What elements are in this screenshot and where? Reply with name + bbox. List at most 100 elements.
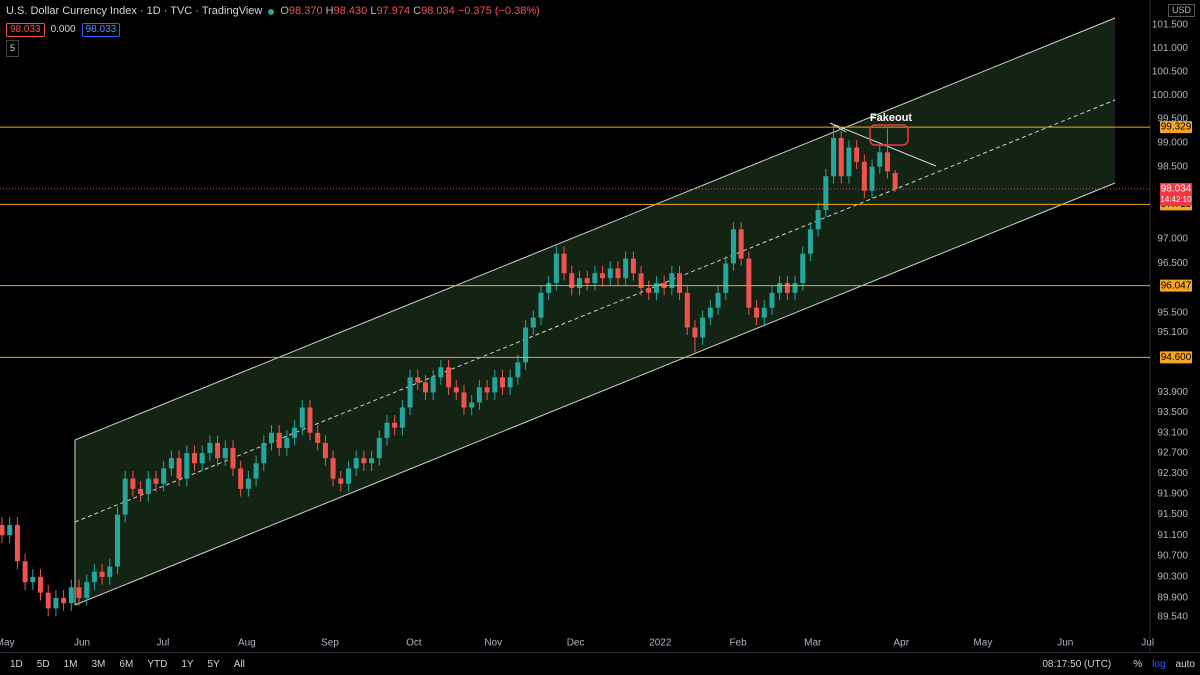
candle-body	[561, 253, 567, 274]
candle-body	[669, 273, 675, 288]
candle-body	[546, 283, 552, 293]
ohlc-value: 97.974	[376, 5, 411, 17]
x-tick-label: May	[973, 638, 992, 649]
candle-body	[53, 597, 59, 609]
candle-body	[361, 458, 367, 464]
candle-body	[638, 273, 644, 288]
candle-body	[807, 229, 813, 254]
candle-body	[476, 387, 482, 403]
level-label: 94.600	[1161, 352, 1192, 363]
ohlc-key: C	[413, 5, 422, 17]
y-tick-label: 101.500	[1152, 20, 1189, 31]
candle-body	[315, 432, 321, 443]
candle-body	[68, 587, 74, 604]
toolbar-button[interactable]: 1D	[10, 658, 23, 670]
x-tick-label: Dec	[567, 638, 585, 649]
toolbar-button[interactable]: log	[1152, 658, 1166, 670]
candle-body	[523, 327, 529, 363]
currency[interactable]: USD	[1168, 4, 1196, 17]
countdown: 14:42:10	[1160, 195, 1192, 204]
candle-body	[91, 571, 97, 583]
candle-body	[238, 468, 244, 489]
candle-body	[707, 307, 713, 318]
x-tick-label: Oct	[406, 638, 422, 649]
toolbar-button[interactable]: %	[1133, 658, 1143, 670]
y-tick-label: 91.500	[1157, 509, 1188, 520]
candle-body	[754, 307, 760, 318]
candle-body	[30, 576, 36, 583]
candle-body	[492, 377, 498, 393]
x-tick-label: Sep	[321, 638, 339, 649]
y-tick-label: 100.500	[1152, 66, 1189, 77]
candle-body	[646, 287, 652, 293]
candle-body	[330, 458, 336, 479]
y-tick-label: 99.500	[1157, 114, 1188, 125]
toolbar-button[interactable]: 5D	[36, 658, 50, 670]
y-tick-label: 92.300	[1157, 468, 1188, 479]
toolbar-button[interactable]: YTD	[147, 658, 168, 670]
candle-body	[715, 292, 721, 308]
candle-body	[84, 582, 90, 598]
candle-body	[276, 432, 282, 449]
toolbar-button[interactable]: All	[233, 658, 245, 670]
candle-body	[261, 442, 267, 464]
toolbar-button[interactable]: 1Y	[181, 658, 194, 670]
candle-body	[438, 367, 444, 378]
toolbar: 1D 5D 1M 3M 6M YTD 1Y 5Y All 08:17:50 (UTC)% log au…	[0, 652, 1200, 675]
candle-body	[138, 488, 144, 495]
y-tick-label: 91.900	[1157, 489, 1188, 500]
candle-body	[723, 263, 729, 293]
candle-body	[792, 283, 798, 293]
x-tick-label: May	[0, 638, 15, 649]
channel-mid	[74, 99, 1116, 523]
toolbar-button[interactable]: 6M	[119, 658, 134, 670]
candle-body	[692, 327, 698, 338]
candle-body	[446, 367, 452, 388]
level-badge	[1160, 121, 1192, 134]
candle-body	[122, 478, 128, 515]
x-tick-label: Mar	[804, 638, 822, 649]
y-tick-label: 95.500	[1157, 307, 1188, 318]
channel-upper	[74, 17, 1116, 441]
candle-body	[730, 229, 736, 264]
toolbar-button[interactable]: 3M	[91, 658, 106, 670]
indicator-value: 98.033	[81, 22, 121, 37]
x-tick-label: Feb	[729, 638, 747, 649]
layers-toggle[interactable]: 5	[6, 40, 20, 57]
annotation: Fakeout	[870, 112, 913, 124]
candle-body	[761, 307, 767, 318]
y-tick-label: 93.100	[1157, 427, 1188, 438]
candle-body	[353, 458, 359, 469]
candle-body	[45, 592, 51, 609]
toolbar-button[interactable]: 5Y	[207, 658, 220, 670]
candle-body	[861, 161, 867, 191]
candle-body	[268, 432, 274, 443]
candle-body	[61, 597, 67, 604]
level-badge	[1160, 279, 1192, 292]
candle-body	[76, 587, 82, 598]
y-tick-label: 97.000	[1157, 234, 1188, 245]
chart: Fakeout 101.500 101.000 100.500 100.000 99.5…	[0, 0, 1192, 652]
candle-body	[784, 283, 790, 293]
ohlc-key: H	[325, 5, 334, 17]
x-tick-label: Apr	[894, 638, 910, 649]
toolbar-button[interactable]: auto	[1175, 658, 1195, 670]
candle-body	[114, 514, 120, 567]
y-tick-label: 96.500	[1157, 258, 1188, 269]
candle-body	[684, 292, 690, 328]
candle-body	[392, 422, 398, 428]
candle-body	[168, 458, 174, 469]
symbol-title: U.S. Dollar Currency Index · 1D · TVC · …	[6, 5, 263, 17]
x-tick-label: Jul	[1141, 638, 1154, 649]
candle-body	[292, 427, 298, 438]
last-price-label: 98.034	[1161, 184, 1192, 195]
candle-body	[415, 377, 421, 383]
indicator-row: 98.033 0.000 98.033	[6, 22, 540, 37]
candle-body	[838, 137, 844, 177]
level-label: 99.329	[1161, 122, 1192, 133]
indicator-value: 98.033	[6, 22, 45, 37]
candle-body	[877, 152, 883, 167]
candle-body	[37, 576, 43, 593]
clock: 08:17:50 (UTC)	[1042, 658, 1112, 670]
toolbar-button[interactable]: 1M	[63, 658, 78, 670]
